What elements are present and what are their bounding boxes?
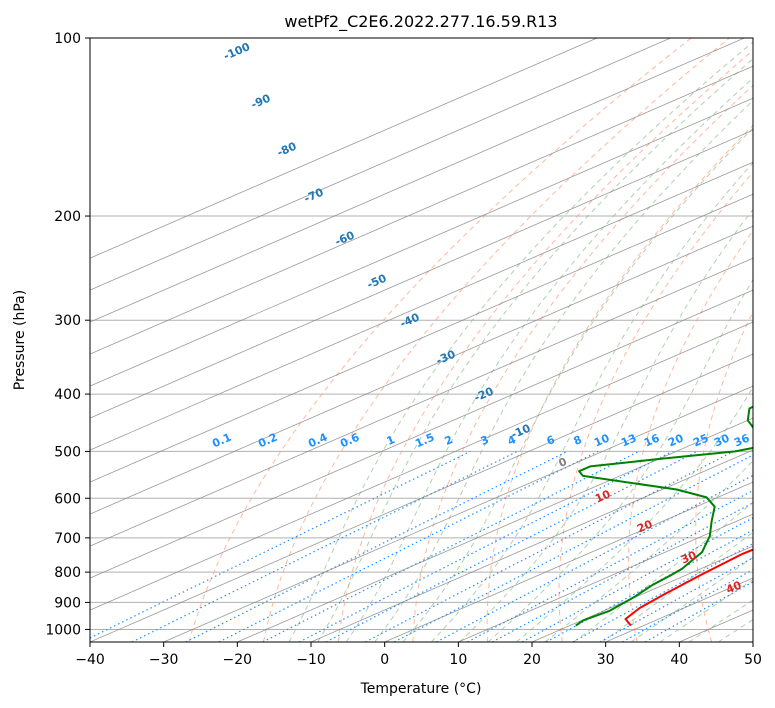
y-tick-label: 100 bbox=[54, 31, 81, 47]
dry-adiabats bbox=[188, 38, 753, 642]
x-tick-label: −40 bbox=[75, 652, 105, 668]
isotherm bbox=[90, 353, 753, 642]
mixing-ratio-line bbox=[185, 450, 568, 642]
moist-adiabat bbox=[402, 127, 753, 642]
series-line-1 bbox=[575, 405, 753, 627]
mixing-ratio-line bbox=[572, 542, 753, 642]
dry-adiabat bbox=[337, 49, 753, 642]
x-tick-label: 40 bbox=[670, 652, 688, 668]
moist-adiabat bbox=[516, 386, 753, 642]
mixing-ratio-label: 30 bbox=[712, 431, 732, 449]
isotherm bbox=[458, 513, 753, 642]
isotherm bbox=[90, 38, 598, 259]
x-tick-label: 10 bbox=[449, 652, 467, 668]
y-tick-label: 500 bbox=[54, 444, 81, 460]
y-axis-title: Pressure (hPa) bbox=[12, 290, 28, 390]
mixing-ratio-line bbox=[131, 450, 518, 642]
moist-adiabats bbox=[288, 41, 753, 642]
dry-adiabat bbox=[558, 171, 753, 642]
mixing-ratio-label: 16 bbox=[642, 431, 662, 449]
moist-adiabat bbox=[459, 208, 753, 642]
y-tick-label: 900 bbox=[54, 595, 81, 611]
isotherm bbox=[237, 417, 753, 642]
plot-frame bbox=[89, 37, 754, 643]
mixing-ratio-label: 36 bbox=[732, 431, 752, 449]
moist-adiabat bbox=[602, 531, 753, 642]
mixing-ratio-line bbox=[492, 502, 753, 642]
positive-isotherm-label: 10 bbox=[593, 487, 613, 505]
mixing-ratio-line bbox=[90, 450, 471, 639]
positive-isotherm-label: 30 bbox=[679, 548, 699, 566]
isotherm bbox=[90, 193, 753, 483]
moist-adiabat bbox=[659, 578, 753, 642]
mixing-ratio-label: 10 bbox=[592, 431, 612, 449]
mixing-ratio-line bbox=[436, 474, 753, 642]
positive-isotherm-label: 20 bbox=[635, 517, 655, 535]
dry-adiabat bbox=[412, 84, 753, 642]
y-tick-label: 800 bbox=[54, 565, 81, 581]
skewed-isotherms bbox=[90, 38, 753, 642]
isotherm bbox=[90, 321, 753, 611]
mixing-ratio-label: 25 bbox=[691, 432, 710, 450]
y-tick-label: 1000 bbox=[45, 622, 81, 638]
isotherm bbox=[90, 289, 753, 579]
isotherm bbox=[90, 225, 753, 515]
mixing-ratio-line bbox=[262, 450, 639, 642]
x-tick-label: −10 bbox=[296, 652, 326, 668]
isotherm bbox=[90, 97, 753, 387]
moist-adiabat bbox=[288, 41, 753, 642]
x-tick-label: 20 bbox=[523, 652, 541, 668]
x-tick-label: 0 bbox=[380, 652, 389, 668]
moist-adiabat bbox=[630, 556, 753, 642]
x-tick-label: 30 bbox=[597, 652, 615, 668]
moist-adiabat bbox=[544, 460, 753, 642]
y-tick-label: 200 bbox=[54, 209, 81, 225]
moist-adiabat bbox=[317, 58, 753, 642]
x-tick-label: −30 bbox=[149, 652, 179, 668]
isotherm bbox=[90, 38, 745, 323]
chart-title: wetPf2_C2E6.2022.277.16.59.R13 bbox=[284, 12, 557, 32]
y-tick-label: 300 bbox=[54, 313, 81, 329]
positive-isotherm-label: 40 bbox=[724, 578, 744, 596]
isotherm bbox=[384, 481, 753, 642]
x-axis-title: Temperature (°C) bbox=[360, 681, 482, 697]
isotherm bbox=[90, 129, 753, 419]
y-tick-label: 600 bbox=[54, 491, 81, 507]
isotherm bbox=[90, 38, 671, 291]
isotherm bbox=[163, 385, 753, 642]
series-line-0 bbox=[624, 548, 753, 627]
pressure-gridlines bbox=[90, 38, 753, 630]
dry-adiabat bbox=[263, 38, 730, 642]
moist-adiabat bbox=[487, 278, 753, 642]
y-tick-label: 700 bbox=[54, 531, 81, 547]
mixing-ratio-line bbox=[298, 450, 673, 642]
sounding-series bbox=[575, 405, 753, 627]
moist-adiabat bbox=[345, 77, 753, 642]
x-tick-label: 50 bbox=[744, 652, 762, 668]
dry-adiabat bbox=[627, 229, 753, 642]
x-axis-ticks: −40 −30 −20 −10 0 10 20 30 40 50 bbox=[75, 642, 762, 668]
x-tick-label: −20 bbox=[223, 652, 253, 668]
mixing-ratio-label: 20 bbox=[666, 431, 686, 449]
y-tick-label: 400 bbox=[54, 387, 81, 403]
isotherm bbox=[90, 65, 753, 355]
moist-adiabat bbox=[431, 161, 753, 642]
y-axis-ticks: 100 200 300 400 500 600 700 800 900 1000 bbox=[45, 31, 90, 638]
isotherm bbox=[90, 161, 753, 451]
dry-adiabat bbox=[695, 310, 753, 642]
mixing-ratio-label: 13 bbox=[619, 432, 638, 450]
isotherm bbox=[310, 449, 753, 642]
dry-adiabat bbox=[188, 38, 692, 642]
isotherm bbox=[90, 257, 753, 547]
